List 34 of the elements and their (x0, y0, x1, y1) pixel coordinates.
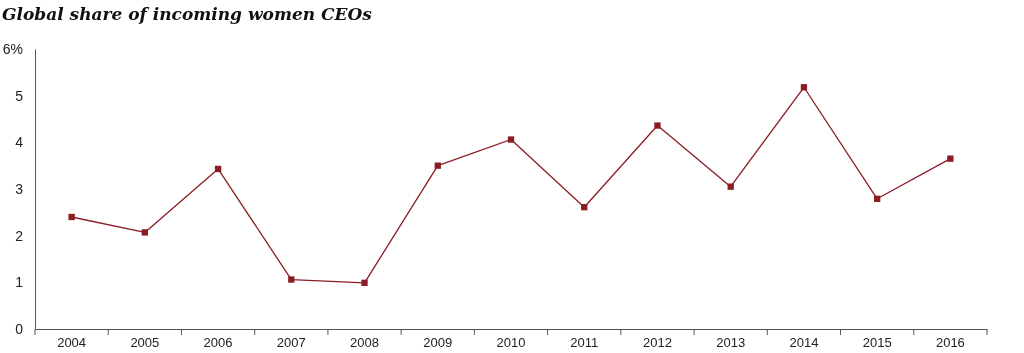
point (214, 165, 222, 173)
y-tick-label: 5 (15, 87, 24, 104)
point (947, 155, 954, 162)
y-tick-label: 6% (2, 40, 23, 57)
point (800, 84, 808, 91)
x-tick-label: 2007 (276, 335, 306, 351)
x-tick-label: 2014 (789, 335, 819, 351)
x-tick-label: 2009 (423, 335, 453, 351)
x-tick-label: 2004 (57, 335, 87, 351)
x-tick-label: 2005 (130, 335, 160, 351)
y-tick-label: 1 (15, 274, 24, 291)
x-tick-label: 2016 (935, 335, 965, 351)
x-tick-label: 2010 (496, 335, 526, 351)
point (434, 162, 441, 169)
y-tick-label: 4 (15, 134, 24, 151)
x-tick-label: 2013 (716, 335, 746, 351)
point (727, 183, 734, 190)
x-tick-label: 2011 (570, 335, 599, 351)
x-tick-label: 2012 (643, 335, 672, 351)
y-tick-label: 0 (15, 320, 24, 337)
chart-title: Global share of incoming women CEOs (2, 4, 373, 24)
x-tick-label: 2008 (350, 335, 379, 351)
x-tick-label: 2015 (862, 335, 892, 351)
x-tick-label: 2006 (203, 335, 233, 351)
point (361, 279, 368, 286)
y-tick-label: 2 (15, 227, 24, 244)
y-tick-label: 3 (15, 180, 24, 197)
point (141, 229, 149, 236)
point (507, 136, 515, 143)
point (581, 204, 588, 211)
point (68, 213, 75, 221)
point (654, 122, 661, 129)
point (288, 276, 295, 283)
point (873, 195, 881, 202)
